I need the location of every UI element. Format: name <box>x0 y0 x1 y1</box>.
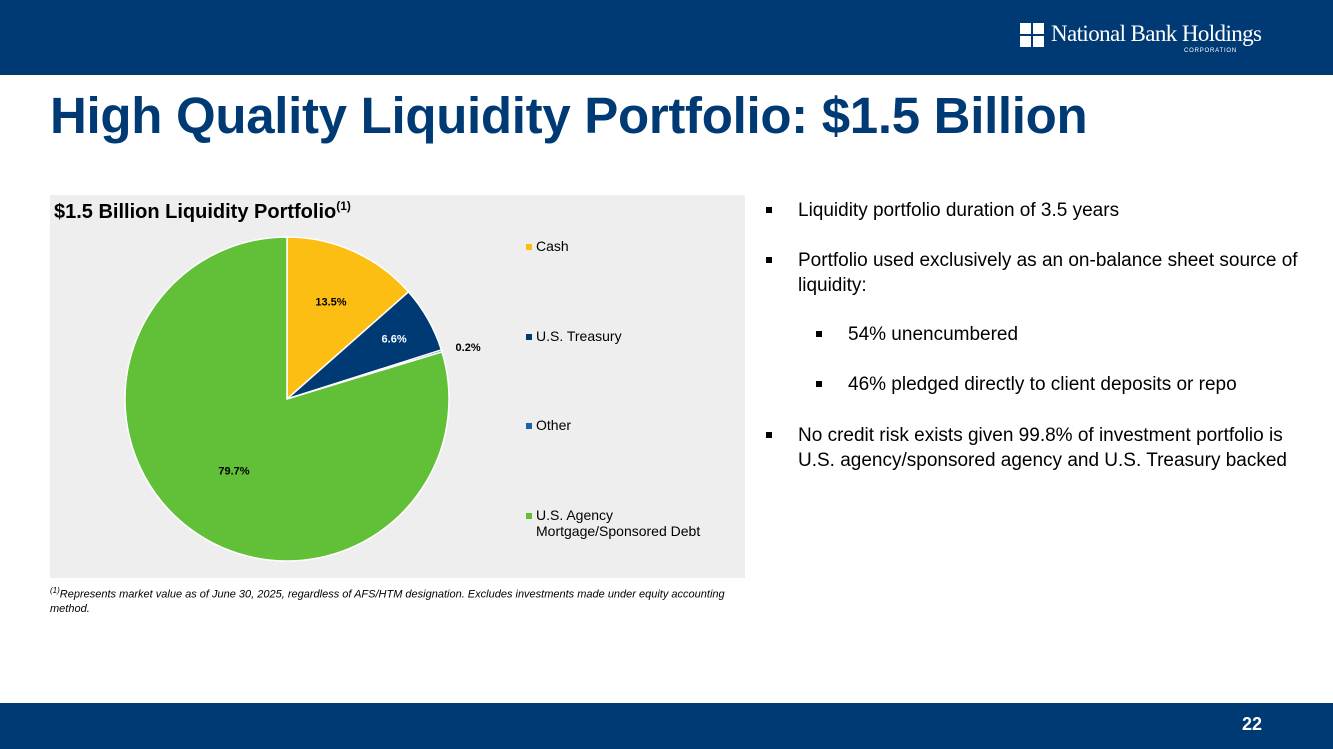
legend-swatch-us-treasury <box>526 334 532 340</box>
chart-title-text: $1.5 Billion Liquidity Portfolio <box>54 201 337 223</box>
bullet-item: No credit risk exists given 99.8% of inv… <box>766 423 1306 473</box>
bullet-item: Liquidity portfolio duration of 3.5 year… <box>766 198 1306 223</box>
pie-slice-cash <box>286 236 410 401</box>
logo-mark-icon <box>1020 23 1044 47</box>
bullet-text: 54% unencumbered <box>848 324 1019 345</box>
legend-swatch-us-agency <box>526 513 532 519</box>
chart-panel: 13.5% 6.6% 0.2% 79.7% $1.5 Billion Liquidit… <box>50 195 745 578</box>
pie-data-label: 0.2% <box>456 342 481 354</box>
chart-title-footnote-marker: (1) <box>336 199 351 213</box>
footer-bar <box>0 703 1333 749</box>
sub-bullet-item: 46% pledged directly to client deposits … <box>816 372 1306 397</box>
legend-item-other: Other <box>526 417 741 433</box>
pie-slice-u-s-agency-mortgage-sponsored-debt <box>124 236 450 562</box>
legend-item-us-treasury: U.S. Treasury <box>526 328 741 344</box>
bullet-text: Portfolio used exclusively as an on-bala… <box>798 250 1298 296</box>
bullet-marker-icon <box>766 432 772 438</box>
pie-data-label: 13.5% <box>315 297 346 309</box>
legend-label: Cash <box>536 238 569 254</box>
legend-label: U.S. Treasury <box>536 328 622 344</box>
bullet-marker-icon <box>766 257 772 263</box>
logo-subtitle: CORPORATION <box>1184 48 1238 54</box>
pie-data-label: 79.7% <box>218 466 249 478</box>
bullet-marker-icon <box>816 331 822 337</box>
footnote: (1)Represents market value as of June 30… <box>50 584 740 616</box>
sub-bullet-item: 54% unencumbered <box>816 322 1306 347</box>
page-title: High Quality Liquidity Portfolio: $1.5 B… <box>50 87 1088 144</box>
footnote-text: Represents market value as of June 30, 2… <box>50 588 725 615</box>
legend-item-cash: Cash <box>526 238 741 254</box>
header-bar <box>0 0 1333 75</box>
bullet-text: Liquidity portfolio duration of 3.5 year… <box>798 200 1120 221</box>
pie-chart: 13.5% 6.6% 0.2% 79.7% <box>124 236 481 562</box>
bullet-text: 46% pledged directly to client deposits … <box>848 374 1237 395</box>
legend-swatch-other <box>526 423 532 429</box>
logo-name: National Bank Holdings <box>1051 21 1262 46</box>
bullet-marker-icon <box>816 381 822 387</box>
footnote-marker: (1) <box>50 586 60 595</box>
legend-label: Other <box>536 417 572 433</box>
legend-swatch-cash <box>526 244 532 250</box>
legend-item-us-agency: U.S. Agency Mortgage/Sponsored Debt <box>526 507 741 539</box>
bullet-marker-icon <box>766 207 772 213</box>
legend-label: U.S. Agency Mortgage/Sponsored Debt <box>536 507 701 539</box>
page-number: 22 <box>1241 714 1263 734</box>
company-logo: National Bank Holdings CORPORATION <box>1020 21 1270 62</box>
bullet-item: Portfolio used exclusively as an on-bala… <box>766 248 1306 298</box>
chart-title: $1.5 Billion Liquidity Portfolio(1) <box>54 199 351 224</box>
pie-data-label: 6.6% <box>382 333 407 345</box>
bullet-text: No credit risk exists given 99.8% of inv… <box>798 425 1287 471</box>
